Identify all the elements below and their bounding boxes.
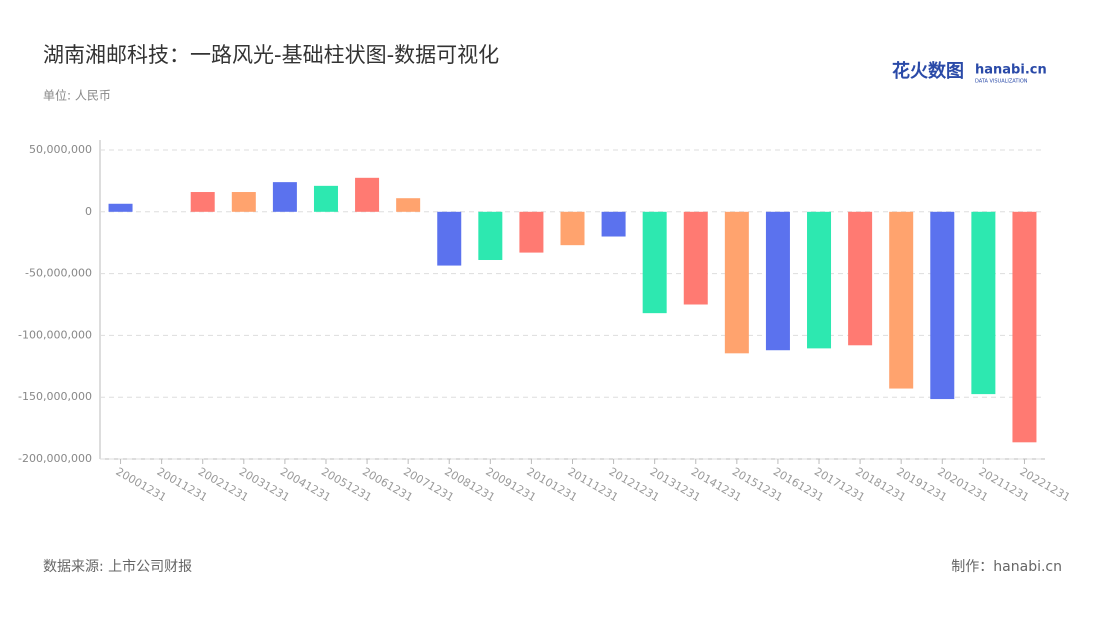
bar — [272, 182, 297, 212]
chart-title: 湖南湘邮科技：一路风光-基础柱状图-数据可视化 — [43, 43, 499, 67]
logo-brand: 花火数图 — [892, 60, 964, 82]
bar — [190, 192, 215, 212]
logo-tagline: DATA VISUALIZATION — [975, 79, 1028, 85]
bar — [683, 211, 708, 305]
chart-subtitle: 单位: 人民币 — [43, 88, 111, 103]
bar — [930, 211, 955, 400]
y-tick-label: -200,000,000 — [18, 452, 92, 465]
y-tick-label: 0 — [85, 205, 92, 218]
bar — [765, 211, 790, 351]
bar — [313, 185, 338, 212]
y-tick-label: 50,000,000 — [29, 143, 92, 156]
bar — [560, 211, 585, 246]
logo-site: hanabi.cn — [975, 63, 1047, 78]
bar — [889, 211, 914, 389]
bar — [519, 211, 544, 253]
bar — [848, 211, 873, 346]
bar — [355, 177, 380, 212]
bar — [108, 203, 133, 212]
bar — [478, 211, 503, 261]
bar — [231, 192, 256, 212]
bar — [601, 211, 626, 237]
bar — [807, 211, 832, 349]
source-note: 数据来源: 上市公司财报 — [43, 558, 192, 575]
y-tick-label: -100,000,000 — [18, 328, 92, 341]
y-tick-label: -150,000,000 — [18, 390, 92, 403]
bar — [642, 211, 667, 314]
bar — [1012, 211, 1037, 443]
bar — [724, 211, 749, 354]
bar — [396, 198, 421, 212]
bar — [971, 211, 996, 395]
credit-note: 制作：hanabi.cn — [951, 559, 1062, 575]
bar — [437, 211, 462, 266]
y-tick-label: -50,000,000 — [25, 267, 92, 280]
